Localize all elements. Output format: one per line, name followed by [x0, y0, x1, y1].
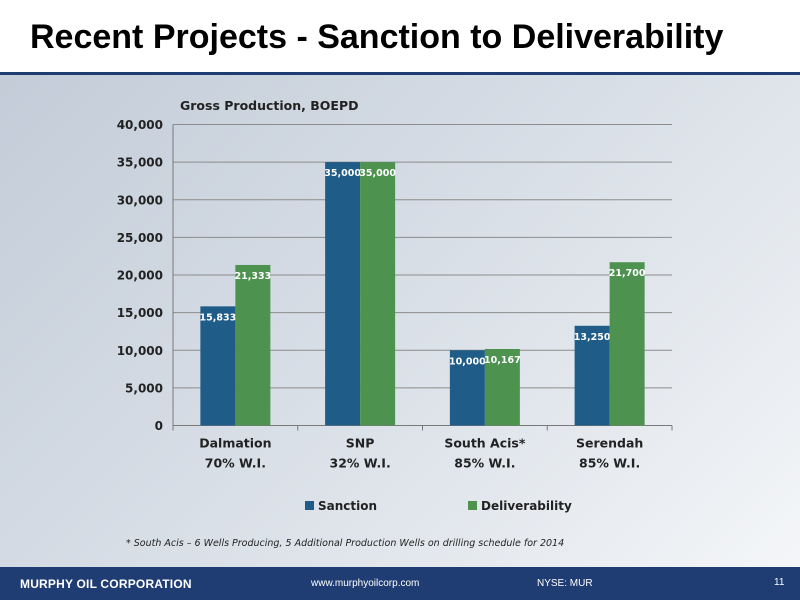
- y-tick-label: 0: [155, 419, 163, 433]
- y-tick-label: 15,000: [117, 306, 163, 320]
- bar-chart: Gross Production, BOEPD 0 5,000 10,000 15,00…: [117, 98, 673, 513]
- bar-deliverability-0: [235, 264, 271, 426]
- legend-swatch-sanction: [305, 501, 314, 510]
- data-label: 10,000: [449, 356, 486, 367]
- data-label: 35,000: [359, 168, 396, 179]
- legend-label: Deliverability: [481, 499, 572, 513]
- bar-sanction-2: [449, 350, 485, 426]
- stock-ticker: NYSE: MUR: [537, 578, 593, 589]
- bar-sanction-1: [325, 162, 361, 426]
- y-tick-label: 40,000: [117, 118, 163, 132]
- bar-deliverability-2: [484, 348, 520, 426]
- title-divider: [0, 72, 800, 75]
- data-label: 35,000: [324, 168, 361, 179]
- data-label: 21,700: [609, 268, 646, 279]
- bar-sanction-3: [574, 325, 610, 426]
- y-tick-label: 20,000: [117, 269, 163, 283]
- y-tick-label: 30,000: [117, 193, 163, 207]
- chart-title: Gross Production, BOEPD: [180, 98, 359, 113]
- footnote: * South Acis – 6 Wells Producing, 5 Addi…: [126, 538, 565, 549]
- y-tick-label: 10,000: [117, 344, 163, 358]
- legend-swatch-deliverability: [468, 501, 477, 510]
- y-tick-label: 25,000: [117, 231, 163, 245]
- title-bar: Recent Projects - Sanction to Deliverabi…: [0, 0, 800, 72]
- data-label: 13,250: [574, 332, 611, 343]
- website-link[interactable]: www.murphyoilcorp.com: [311, 578, 420, 589]
- y-tick-label: 35,000: [117, 156, 163, 170]
- page-number: 11: [774, 577, 785, 588]
- x-category-sublabel: 85% W.I.: [454, 456, 515, 471]
- data-label: 10,167: [484, 355, 521, 366]
- x-category-label: Dalmation: [199, 436, 271, 451]
- bar-deliverability-3: [609, 262, 645, 426]
- x-category-sublabel: 70% W.I.: [205, 456, 266, 471]
- data-label: 21,333: [235, 271, 272, 282]
- data-label: 15,833: [200, 312, 237, 323]
- bar-deliverability-1: [360, 162, 396, 426]
- slide-title: Recent Projects - Sanction to Deliverabi…: [30, 18, 724, 56]
- company-name: MURPHY OIL CORPORATION: [20, 577, 192, 591]
- x-category-label: Serendah: [576, 436, 643, 451]
- x-category-label: SNP: [346, 436, 375, 451]
- slide-body: Gross Production, BOEPD 0 5,000 10,000 15,00…: [0, 75, 800, 567]
- bar-sanction-0: [200, 306, 236, 426]
- footer-bar: MURPHY OIL CORPORATION www.murphyoilcorp…: [0, 567, 800, 600]
- x-category-sublabel: 85% W.I.: [579, 456, 640, 471]
- y-tick-label: 5,000: [125, 381, 163, 395]
- legend-label: Sanction: [318, 499, 377, 513]
- x-category-sublabel: 32% W.I.: [330, 456, 391, 471]
- x-category-label: South Acis*: [444, 436, 526, 451]
